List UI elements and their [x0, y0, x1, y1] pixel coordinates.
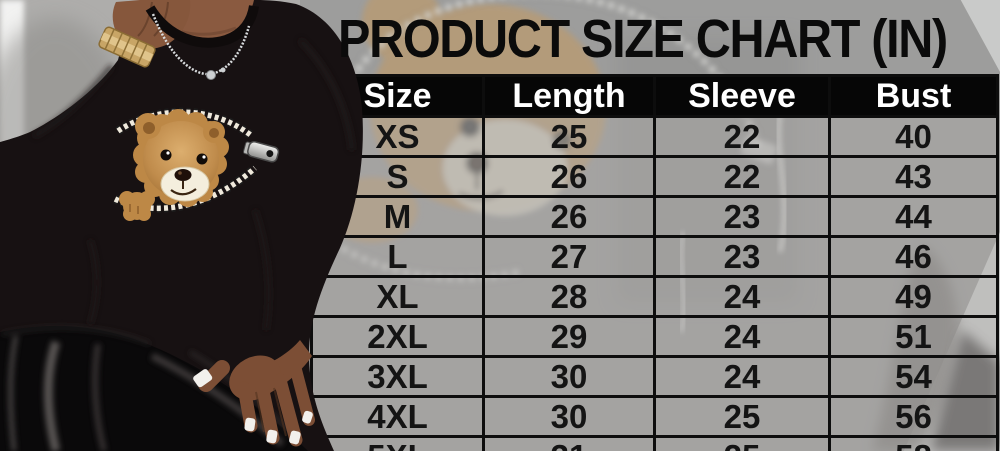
bust-cell: 44: [828, 195, 999, 238]
bust-cell: 51: [828, 315, 999, 358]
length-cell: 28: [482, 275, 656, 318]
table-row: XS 25 22 40: [310, 115, 999, 158]
col-header-sleeve: Sleeve: [653, 74, 831, 118]
bust-cell: 46: [828, 235, 999, 278]
bust-cell: 56: [828, 395, 999, 438]
length-cell: 30: [482, 395, 656, 438]
sleeve-cell: 25: [653, 435, 831, 451]
size-cell: L: [310, 235, 485, 278]
table-row: XL 28 24 49: [310, 275, 999, 318]
size-cell: 3XL: [310, 355, 485, 398]
size-cell: S: [310, 155, 485, 198]
table-row: S 26 22 43: [310, 155, 999, 198]
table-row: 5XL 31 25 58: [310, 435, 999, 451]
length-cell: 31: [482, 435, 656, 451]
length-cell: 29: [482, 315, 656, 358]
length-cell: 26: [482, 155, 656, 198]
bust-cell: 40: [828, 115, 999, 158]
bust-cell: 54: [828, 355, 999, 398]
table-row: L 27 23 46: [310, 235, 999, 278]
sleeve-cell: 24: [653, 355, 831, 398]
size-cell: M: [310, 195, 485, 238]
sleeve-cell: 22: [653, 155, 831, 198]
col-header-size: Size: [310, 74, 485, 118]
header-row: Size Length Sleeve Bust: [310, 74, 999, 118]
table-row: 3XL 30 24 54: [310, 355, 999, 398]
size-chart-table: Size Length Sleeve Bust XS 25 22 40 S 26…: [310, 74, 999, 451]
sleeve-cell: 23: [653, 195, 831, 238]
col-header-bust: Bust: [828, 74, 999, 118]
length-cell: 25: [482, 115, 656, 158]
bust-cell: 49: [828, 275, 999, 318]
table-row: 2XL 29 24 51: [310, 315, 999, 358]
sleeve-cell: 22: [653, 115, 831, 158]
bust-cell: 43: [828, 155, 999, 198]
table-row: 4XL 30 25 56: [310, 395, 999, 438]
sleeve-cell: 25: [653, 395, 831, 438]
bust-cell: 58: [828, 435, 999, 451]
size-cell: 5XL: [310, 435, 485, 451]
sleeve-cell: 24: [653, 315, 831, 358]
size-cell: 4XL: [310, 395, 485, 438]
size-cell: 2XL: [310, 315, 485, 358]
length-cell: 26: [482, 195, 656, 238]
length-cell: 27: [482, 235, 656, 278]
page-title: PRODUCT SIZE CHART (IN): [338, 9, 948, 69]
sleeve-cell: 23: [653, 235, 831, 278]
size-cell: XS: [310, 115, 485, 158]
table-row: M 26 23 44: [310, 195, 999, 238]
sleeve-cell: 24: [653, 275, 831, 318]
length-cell: 30: [482, 355, 656, 398]
size-cell: XL: [310, 275, 485, 318]
col-header-length: Length: [482, 74, 656, 118]
